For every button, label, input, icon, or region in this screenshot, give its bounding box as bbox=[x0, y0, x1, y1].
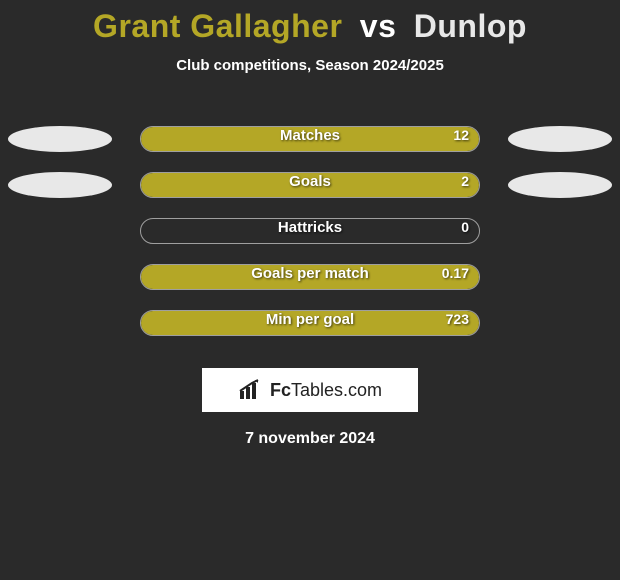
date-label: 7 november 2024 bbox=[0, 430, 620, 448]
stat-row: Goals per match 0.17 bbox=[0, 254, 620, 300]
stat-label: Hattricks bbox=[278, 219, 342, 236]
stat-value: 2 bbox=[461, 173, 469, 189]
stat-value: 723 bbox=[446, 311, 469, 327]
stat-bar-track: Goals 2 bbox=[140, 172, 480, 198]
stats-bars: Matches 12 Goals 2 Hattricks 0 Goals per match… bbox=[0, 116, 620, 346]
stat-label: Goals per match bbox=[251, 265, 369, 282]
stat-row: Hattricks 0 bbox=[0, 208, 620, 254]
logo-bold: Fc bbox=[270, 380, 291, 400]
player1-name: Grant Gallagher bbox=[93, 8, 342, 44]
stat-bar-track: Goals per match 0.17 bbox=[140, 264, 480, 290]
stat-bar-track: Hattricks 0 bbox=[140, 218, 480, 244]
stat-label: Min per goal bbox=[266, 311, 354, 328]
stat-label: Goals bbox=[289, 173, 331, 190]
stat-value: 12 bbox=[453, 127, 469, 143]
vs-word: vs bbox=[360, 8, 397, 44]
subtitle: Club competitions, Season 2024/2025 bbox=[0, 57, 620, 74]
stat-value: 0.17 bbox=[442, 265, 469, 281]
player2-name: Dunlop bbox=[414, 8, 527, 44]
stat-row: Min per goal 723 bbox=[0, 300, 620, 346]
fctables-logo: FcTables.com bbox=[202, 368, 418, 412]
comparison-title: Grant Gallagher vs Dunlop bbox=[0, 0, 620, 45]
right-photo-placeholder bbox=[508, 126, 612, 152]
logo-text: FcTables.com bbox=[270, 380, 382, 401]
logo-rest: Tables.com bbox=[291, 380, 382, 400]
stat-bar-track: Min per goal 723 bbox=[140, 310, 480, 336]
left-photo-placeholder bbox=[8, 172, 112, 198]
stat-bar-track: Matches 12 bbox=[140, 126, 480, 152]
stat-label: Matches bbox=[280, 127, 340, 144]
left-photo-placeholder bbox=[8, 126, 112, 152]
right-photo-placeholder bbox=[508, 172, 612, 198]
stat-value: 0 bbox=[461, 219, 469, 235]
bar-chart-icon bbox=[238, 379, 266, 401]
